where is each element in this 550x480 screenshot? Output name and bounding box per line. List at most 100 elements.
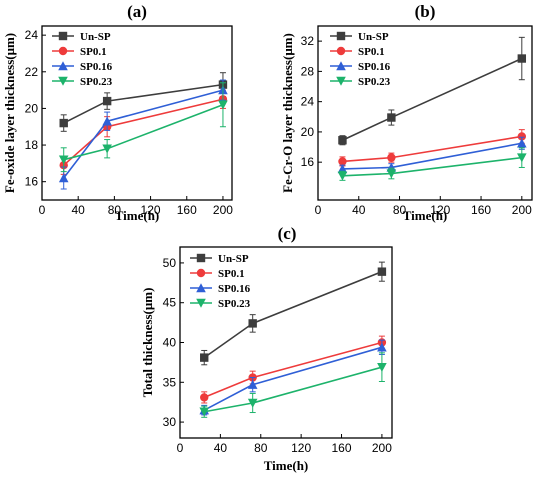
y-axis-title: Fe-oxide layer thickness(μm) — [2, 33, 17, 193]
series-sp0-1 — [59, 89, 228, 175]
chart-panel-2: (b) 0 40 80 120 160 200 16 20 24 28 32 Time(h) Fe-Cr-… — [280, 2, 533, 223]
x-tick-label: 160 — [332, 441, 352, 455]
y-tick-label: 16 — [25, 175, 39, 189]
x-tick-label: 80 — [393, 203, 407, 217]
x-tick-label: 200 — [213, 203, 233, 217]
x-axis-title: Time(h) — [264, 458, 309, 473]
data-point — [337, 171, 348, 181]
data-point — [200, 393, 209, 402]
legend-label: SP0.23 — [218, 298, 251, 310]
legend-entry: SP0.1 — [52, 46, 107, 58]
x-tick-label: 120 — [291, 441, 311, 455]
y-tick-label: 50 — [163, 256, 177, 270]
legend-entry: SP0.23 — [190, 298, 251, 310]
legend-label: Un-SP — [80, 31, 111, 43]
series-line — [63, 83, 224, 124]
legend-marker — [336, 61, 346, 71]
series-sp0-16 — [199, 339, 387, 416]
chart-panel-1: (a) 0 40 80 120 160 200 16 18 20 22 24 Time(h) Fe-oxi… — [2, 2, 233, 223]
data-point — [377, 267, 387, 276]
panel-label: (b) — [415, 2, 436, 21]
y-tick-label: 45 — [163, 296, 177, 310]
plot-frame — [41, 25, 233, 201]
x-tick-label: 200 — [372, 441, 392, 455]
y-tick-label: 30 — [163, 415, 177, 429]
series-line — [342, 142, 522, 170]
data-point — [517, 153, 527, 163]
data-point — [200, 353, 209, 362]
legend-marker — [336, 31, 346, 41]
series-sp0-1 — [200, 335, 387, 404]
series-un-sp — [338, 36, 527, 146]
chart-panel-3: (c) 0 40 80 120 160 200 30 35 40 45 50 Time(h) Total … — [140, 224, 393, 473]
data-point — [218, 100, 228, 110]
y-tick-label: 22 — [25, 65, 39, 79]
legend-marker — [58, 46, 68, 56]
data-point — [517, 132, 527, 141]
legend-label: Un-SP — [358, 31, 389, 43]
data-point — [247, 398, 258, 408]
legend-marker — [58, 76, 68, 86]
series-line — [63, 98, 224, 166]
data-point — [517, 138, 527, 148]
legend-entry: SP0.23 — [330, 76, 391, 88]
data-point — [338, 136, 347, 145]
legend-label: SP0.23 — [80, 76, 113, 88]
data-point — [248, 319, 257, 328]
x-tick-label: 0 — [177, 441, 184, 455]
legend-marker — [58, 31, 68, 41]
legend-label: SP0.1 — [218, 268, 245, 280]
y-tick-label: 24 — [301, 95, 315, 109]
y-tick-label: 20 — [301, 125, 315, 139]
series-line — [203, 341, 383, 399]
plot-frame — [317, 25, 533, 201]
x-axis-title: Time(h) — [115, 208, 160, 223]
series-un-sp — [200, 261, 387, 366]
legend-marker — [196, 298, 206, 308]
legend-entry: SP0.23 — [52, 76, 113, 88]
y-tick-label: 35 — [163, 375, 177, 389]
x-tick-label: 40 — [72, 203, 86, 217]
legend-label: Un-SP — [218, 253, 249, 265]
x-tick-label: 120 — [141, 203, 161, 217]
legend-entry: Un-SP — [330, 31, 389, 43]
legend-marker — [196, 268, 206, 278]
x-axis-title: Time(h) — [403, 208, 448, 223]
data-point — [386, 169, 397, 179]
legend-marker — [336, 46, 346, 56]
series-line — [204, 366, 383, 413]
y-tick-label: 20 — [25, 101, 39, 115]
series-line — [63, 89, 224, 179]
x-tick-label: 40 — [214, 441, 228, 455]
panel-label: (a) — [127, 2, 147, 21]
x-tick-label: 80 — [108, 203, 122, 217]
data-point — [377, 342, 387, 352]
y-tick-label: 28 — [301, 64, 315, 78]
data-point — [59, 118, 68, 128]
data-point — [102, 116, 112, 126]
y-tick-label: 16 — [301, 155, 315, 169]
panel-label: (c) — [278, 224, 297, 243]
x-tick-label: 80 — [254, 441, 268, 455]
legend-label: SP0.1 — [80, 46, 107, 58]
legend-entry: SP0.16 — [330, 61, 391, 73]
legend-entry: SP0.1 — [190, 268, 245, 280]
data-point — [58, 173, 69, 183]
series-line — [63, 104, 224, 161]
series-sp0-23 — [337, 147, 527, 181]
x-tick-label: 40 — [352, 203, 366, 217]
legend-marker — [58, 61, 68, 71]
y-axis-title: Total thickness(μm) — [140, 288, 155, 398]
legend-label: SP0.16 — [80, 61, 113, 73]
data-point — [338, 157, 347, 166]
data-point — [102, 144, 112, 154]
x-tick-label: 160 — [177, 203, 197, 217]
legend-entry: Un-SP — [190, 253, 249, 265]
x-tick-label: 120 — [430, 203, 450, 217]
legend-marker — [196, 283, 206, 293]
x-tick-label: 200 — [512, 203, 532, 217]
data-point — [517, 54, 527, 63]
legend-label: SP0.16 — [218, 283, 251, 295]
y-tick-label: 24 — [25, 28, 39, 42]
